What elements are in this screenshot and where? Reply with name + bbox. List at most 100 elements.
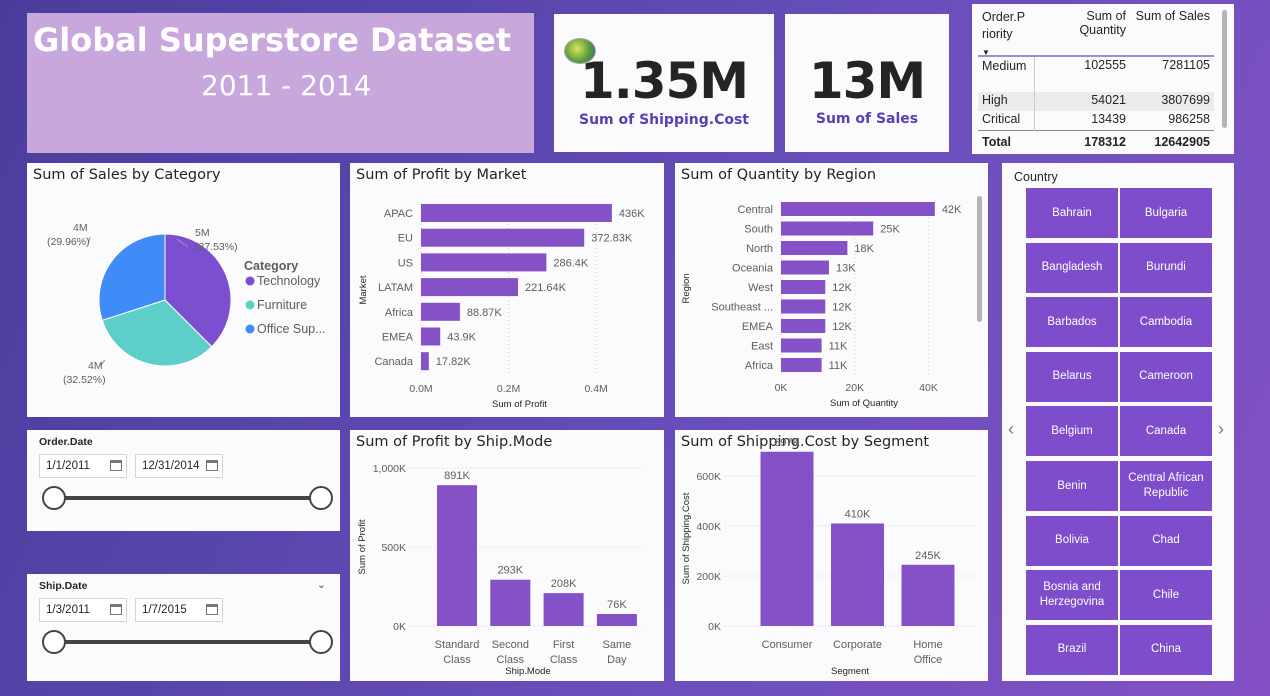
tick-label: 200K [696,571,721,583]
tick-label: 0K [775,382,788,394]
country-option[interactable]: Bolivia [1026,515,1118,566]
pie-label-pct: (32.52%) [63,374,106,386]
category-label: Second [492,639,529,651]
category-label: EMEA [382,332,414,344]
chevron-right-icon[interactable]: › [1218,419,1224,439]
calendar-icon[interactable] [110,604,122,615]
matrix-row[interactable]: Medium 102555 7281105 [978,56,1214,92]
bar [421,352,429,371]
data-label: 221.64K [525,282,567,294]
order-date-start-input[interactable]: 1/1/2011 [39,454,127,478]
country-option[interactable]: Barbados [1026,297,1118,348]
pie-label-value: 4M [88,360,103,372]
bar [421,302,460,321]
region-chart-scrollbar[interactable] [977,196,982,322]
country-option[interactable]: Cambodia [1120,297,1212,348]
bar [831,523,884,626]
category-label: Africa [745,360,774,372]
category-label: Canada [374,356,413,368]
x-axis-title: Sum of Quantity [830,398,898,409]
country-option[interactable]: Benin [1026,461,1118,511]
legend-marker [245,300,255,310]
category-label: Central [738,204,773,216]
country-option[interactable]: Burundi [1120,242,1212,293]
data-label: 410K [845,509,871,521]
category-label: Class [550,654,578,666]
country-option[interactable]: Belgium [1026,406,1118,457]
country-option[interactable]: Central African Republic [1120,461,1212,511]
kpi-card-sales: 13M Sum of Sales [785,14,949,152]
bar [781,260,829,275]
globe-logo-icon [564,38,596,64]
matrix-row[interactable]: Critical 13439 986258 [978,111,1214,130]
ship-date-end-handle[interactable] [309,630,333,654]
matrix-scrollbar[interactable] [1222,10,1227,128]
data-label: 11K [829,360,848,372]
matrix-header-qty[interactable]: Sum of Quantity [1079,9,1126,37]
calendar-icon[interactable] [206,460,218,471]
category-label: First [553,639,574,651]
ship-date-start-handle[interactable] [42,630,66,654]
legend-item: Furniture [257,298,307,312]
shipping-cost-by-segment-chart: 0K 200K 400K 600K 697K Consumer 410K Corporate 2… [681,437,975,677]
pie-slice [101,299,213,367]
country-option[interactable]: Brazil [1026,624,1118,675]
order-date-end-handle[interactable] [309,486,333,510]
data-label: 697K [774,437,800,449]
ship-date-range-track[interactable] [53,640,321,644]
bar [543,593,584,626]
country-slicer: Country ‹ › Bahrain Bulgaria Bangladesh Bur… [1002,163,1234,681]
report-title: Global Superstore Dataset [33,21,512,59]
tick-label: 1,000K [373,463,406,475]
pie-label-value: 5M [195,227,210,239]
country-option[interactable]: Belarus [1026,351,1118,402]
data-label: 18K [854,243,874,255]
calendar-icon[interactable] [110,460,122,471]
category-label: Corporate [833,639,882,651]
quantity-by-region-title: Sum of Quantity by Region [681,167,877,183]
category-label: APAC [384,208,413,220]
bar [421,253,547,272]
data-label: 293K [497,565,523,577]
data-label: 13K [836,263,856,275]
bar [781,338,822,353]
bar [901,564,955,626]
bar [490,579,531,626]
country-option[interactable]: Chad [1120,515,1212,566]
category-label: Class [443,654,471,666]
country-option[interactable]: Bahrain [1026,188,1118,238]
order-date-range-track[interactable] [53,496,321,500]
legend-marker [245,276,255,286]
matrix-header-sales[interactable]: Sum of Sales [1135,9,1210,23]
matrix-header-priority[interactable]: Order.P riority ▼ [978,8,1034,57]
tick-label: 0K [708,621,721,633]
kpi-card-shipping-cost: 1.35M Sum of Shipping.Cost [554,14,774,152]
shipping-cost-by-segment-card: Sum of Shipping.Cost by Segment 0K 200K 40… [675,430,988,681]
order-date-end-input[interactable]: 12/31/2014 [135,454,223,478]
category-label: EMEA [742,321,774,333]
country-option[interactable]: Canada [1120,406,1212,457]
title-banner: Global Superstore Dataset 2011 - 2014 [27,13,534,153]
data-label: 11K [829,341,848,353]
country-option[interactable]: Bulgaria [1120,188,1212,238]
tick-label: 600K [696,471,721,483]
ship-date-end-input[interactable]: 1/7/2015 [135,598,223,622]
category-label: Day [607,654,627,666]
calendar-icon[interactable] [206,604,218,615]
matrix-row[interactable]: High 54021 3807699 [978,92,1214,111]
chevron-left-icon[interactable]: ‹ [1008,419,1014,439]
category-label: LATAM [378,282,413,294]
bar [781,202,935,216]
ship-date-start-input[interactable]: 1/3/2011 [39,598,127,622]
bar [781,241,848,255]
country-option[interactable]: Cameroon [1120,351,1212,402]
country-option[interactable]: Bangladesh [1026,242,1118,293]
pie-slice [98,233,166,321]
country-option[interactable]: China [1120,624,1212,675]
tick-label: 40K [919,382,938,394]
profit-by-market-title: Sum of Profit by Market [356,167,527,183]
chevron-down-icon[interactable]: ⌄ [316,579,326,591]
country-option[interactable]: Bosnia and Herzegovina [1026,570,1118,621]
order-date-start-handle[interactable] [42,486,66,510]
country-option[interactable]: Chile [1120,570,1212,621]
